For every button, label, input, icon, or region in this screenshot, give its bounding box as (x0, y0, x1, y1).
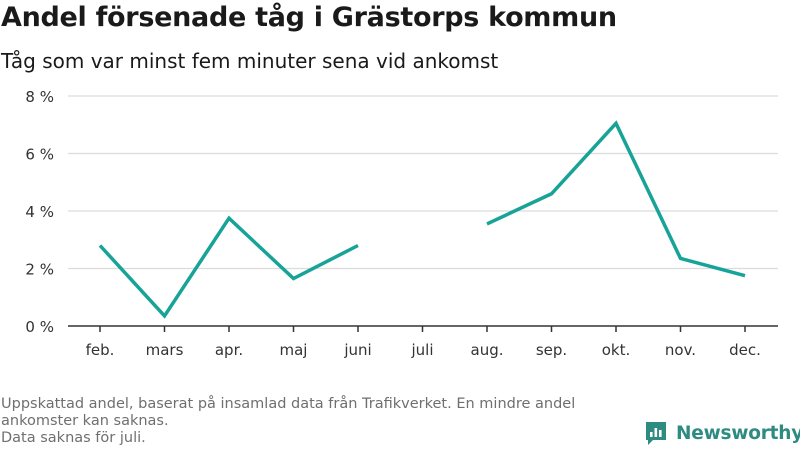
line-chart: 0 % 2 % 4 % 6 % 8 % feb. mars apr. maj juni juli a… (25, 88, 778, 359)
x-axis-tick-labels: feb. mars apr. maj juni juli aug. sep. okt. nov. d… (86, 341, 761, 359)
footnote-line-3: Data saknas för juli. (1, 430, 146, 446)
series-line-segment (98, 215, 359, 319)
x-tick-label: aug. (471, 341, 504, 359)
y-tick-label: 8 % (25, 88, 54, 106)
series-line-segment (486, 120, 746, 278)
footnote: Uppskattad andel, baserat på insamlad da… (1, 396, 641, 447)
series-lines (98, 120, 746, 319)
y-tick-label: 6 % (25, 146, 54, 164)
footnote-line-1: Uppskattad andel, baserat på insamlad da… (1, 396, 576, 412)
x-tick-label: feb. (86, 341, 115, 359)
chart-subtitle: Tåg som var minst fem minuter sena vid a… (1, 49, 499, 73)
y-axis-tick-labels: 0 % 2 % 4 % 6 % 8 % (25, 88, 54, 336)
chart-title: Andel försenade tåg i Grästorps kommun (1, 2, 617, 33)
y-tick-label: 0 % (25, 318, 54, 336)
x-tick-label: juni (343, 341, 371, 359)
bar-chart-icon (646, 422, 666, 445)
x-tick-label: nov. (665, 341, 696, 359)
x-tick-label: mars (146, 341, 184, 359)
newsworthy-logo: Newsworthy (644, 420, 800, 446)
y-tick-label: 4 % (25, 203, 54, 221)
x-tick-label: dec. (729, 341, 761, 359)
x-tick-label: juli (410, 341, 433, 359)
x-tick-label: apr. (215, 341, 243, 359)
brand-name: Newsworthy (676, 422, 800, 444)
x-tick-label: sep. (536, 341, 567, 359)
x-tick-label: maj (280, 341, 308, 359)
x-axis (68, 325, 778, 332)
y-tick-label: 2 % (25, 261, 54, 279)
footnote-line-2: ankomster kan saknas. (1, 413, 169, 429)
x-tick-label: okt. (602, 341, 631, 359)
